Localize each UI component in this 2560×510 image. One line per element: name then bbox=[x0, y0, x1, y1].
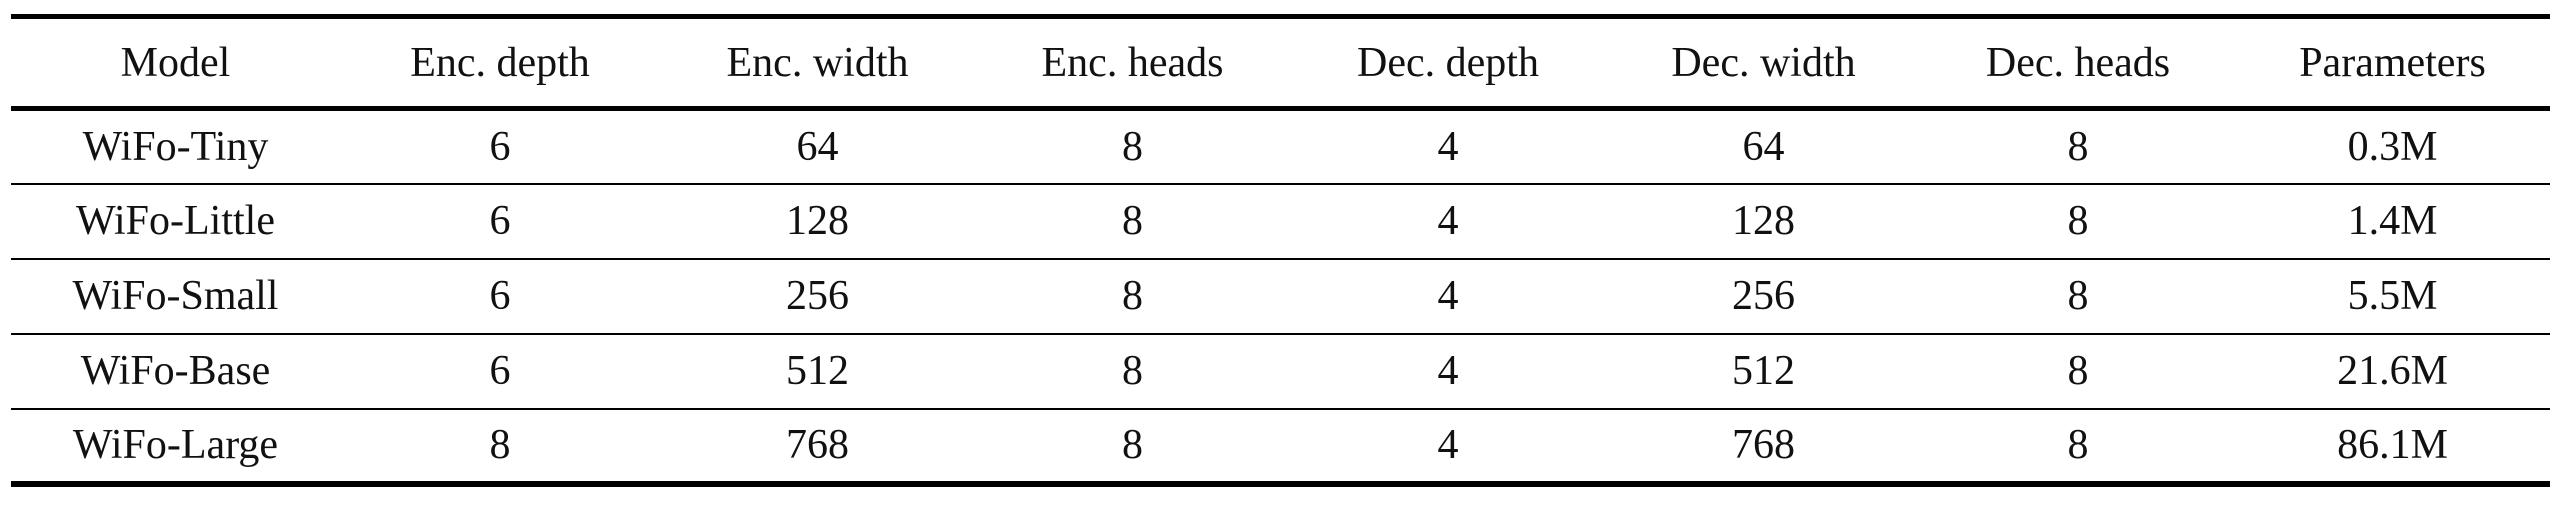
column-header: Dec. depth bbox=[1357, 39, 1539, 86]
column-header: Model bbox=[120, 39, 231, 86]
model-name-cell: WiFo-Large bbox=[72, 422, 279, 468]
model-name-cell: WiFo-Tiny bbox=[82, 123, 269, 170]
table-row: WiFo-Base 6 512 8 4 512 8 21.6M bbox=[11, 334, 2550, 409]
table-cell: 512 bbox=[786, 348, 849, 394]
table-cell: 8 bbox=[2067, 348, 2089, 394]
table-cell: 8 bbox=[2067, 422, 2089, 468]
table-cell: 6 bbox=[489, 123, 511, 170]
table-cell: 8 bbox=[1122, 422, 1143, 468]
model-config-table: Model Enc. depth Enc. width Enc. heads Dec. … bbox=[11, 14, 2550, 487]
header-row: Model Enc. depth Enc. width Enc. heads Dec. … bbox=[11, 16, 2550, 109]
column-header: Enc. width bbox=[726, 39, 909, 86]
column-header: Enc. heads bbox=[1041, 39, 1224, 86]
table-cell: 256 bbox=[786, 273, 849, 319]
table-cell: 64 bbox=[1742, 123, 1785, 170]
table-cell: 4 bbox=[1437, 123, 1459, 170]
table-cell: 8 bbox=[1122, 273, 1143, 319]
table-cell: 4 bbox=[1437, 273, 1459, 319]
table-cell: 8 bbox=[1122, 198, 1143, 244]
table-cell: 8 bbox=[2067, 123, 2089, 170]
table-cell: 0.3M bbox=[2347, 123, 2438, 170]
table-header: Model Enc. depth Enc. width Enc. heads Dec. … bbox=[11, 16, 2550, 109]
column-header: Parameters bbox=[2299, 39, 2486, 86]
table-row: WiFo-Small 6 256 8 4 256 8 5.5M bbox=[11, 259, 2550, 334]
column-header: Dec. heads bbox=[1985, 39, 2171, 86]
table-cell: 4 bbox=[1437, 198, 1459, 244]
table-cell: 6 bbox=[489, 198, 511, 244]
table-cell: 21.6M bbox=[2337, 348, 2448, 394]
table-cell: 8 bbox=[2067, 273, 2089, 319]
table-cell: 8 bbox=[1122, 123, 1143, 170]
table-cell: 128 bbox=[1732, 198, 1795, 244]
model-name-cell: WiFo-Little bbox=[76, 198, 275, 244]
table-cell: 86.1M bbox=[2337, 422, 2448, 468]
table-cell: 512 bbox=[1732, 348, 1795, 394]
table-cell: 768 bbox=[786, 422, 849, 468]
table-row: WiFo-Tiny 6 64 8 4 64 8 0.3M bbox=[11, 109, 2550, 184]
column-header: Dec. width bbox=[1671, 39, 1856, 86]
table-cell: 8 bbox=[489, 422, 511, 468]
column-header: Enc. depth bbox=[410, 39, 590, 86]
table-cell: 4 bbox=[1437, 422, 1459, 468]
table-cell: 6 bbox=[489, 348, 511, 394]
table-cell: 6 bbox=[489, 273, 511, 319]
table-cell: 8 bbox=[2067, 198, 2089, 244]
table-cell: 5.5M bbox=[2347, 273, 2438, 319]
model-name-cell: WiFo-Base bbox=[80, 348, 271, 394]
table-cell: 128 bbox=[786, 198, 849, 244]
table-cell: 768 bbox=[1732, 422, 1795, 468]
model-name-cell: WiFo-Small bbox=[72, 273, 279, 319]
table-cell: 4 bbox=[1437, 348, 1459, 394]
table-cell: 1.4M bbox=[2347, 198, 2438, 244]
table-row: WiFo-Large 8 768 8 4 768 8 86.1M bbox=[11, 409, 2550, 484]
table-cell: 64 bbox=[796, 123, 839, 170]
table-cell: 256 bbox=[1732, 273, 1795, 319]
table-cell: 8 bbox=[1122, 348, 1143, 394]
table-row: WiFo-Little 6 128 8 4 128 8 1.4M bbox=[11, 184, 2550, 259]
table-body: WiFo-Tiny 6 64 8 4 64 8 0.3M WiFo-Little 6 128 8 4 12… bbox=[11, 109, 2550, 484]
